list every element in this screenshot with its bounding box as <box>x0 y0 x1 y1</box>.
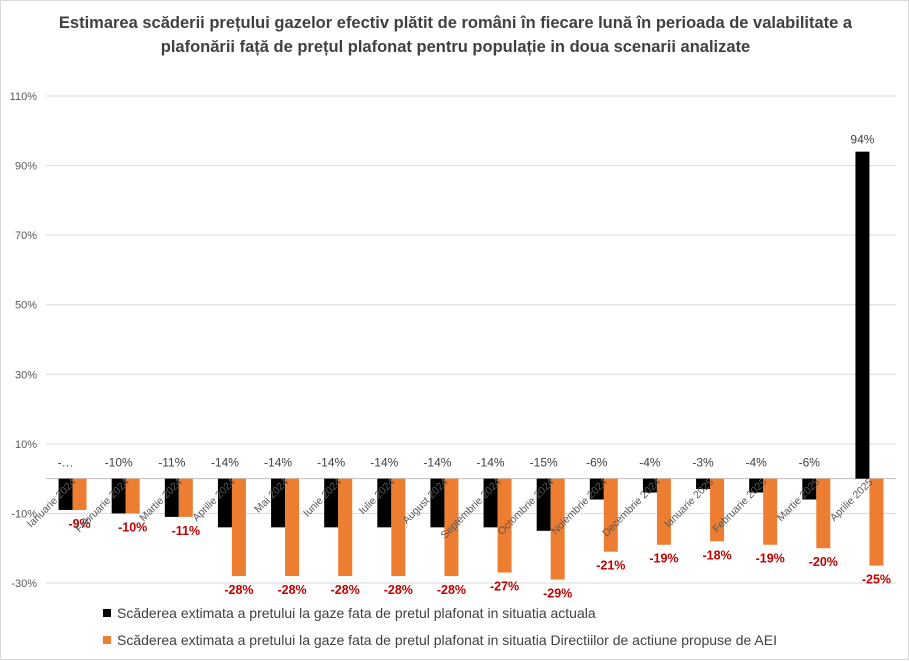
data-label-aei: -28% <box>437 583 466 597</box>
data-label-actual: -10% <box>105 456 133 470</box>
data-label-actual: -6% <box>586 456 608 470</box>
y-tick-label: 30% <box>15 369 37 381</box>
bar-series-aei <box>550 478 565 580</box>
bar-series-actual <box>111 478 126 514</box>
data-label-aei: -19% <box>756 552 785 566</box>
bar-series-actual <box>217 478 232 528</box>
legend: Scăderea extimata a pretului la gaze fat… <box>103 599 777 653</box>
data-label-actual: -6% <box>799 456 821 470</box>
data-label-actual: -15% <box>530 456 558 470</box>
legend-label-aei: Scăderea extimata a pretului la gaze fat… <box>117 631 777 648</box>
data-label-actual: -14% <box>211 456 239 470</box>
data-label-actual: -11% <box>158 456 185 470</box>
legend-label-actual: Scăderea extimata a pretului la gaze fat… <box>117 604 596 621</box>
data-label-aei: -20% <box>809 555 838 569</box>
data-label-aei: -9% <box>68 517 90 531</box>
y-tick-label: 10% <box>15 439 37 451</box>
bar-series-actual <box>642 478 657 493</box>
bar-series-actual <box>589 478 604 500</box>
y-tick-label: -30% <box>11 578 37 590</box>
bar-series-actual <box>430 478 445 528</box>
bar-series-aei <box>869 478 884 566</box>
data-label-aei: -28% <box>224 583 253 597</box>
bar-series-actual <box>377 478 392 528</box>
bar-series-aei <box>603 478 618 552</box>
bar-series-aei <box>231 478 246 577</box>
bar-series-aei <box>444 478 459 577</box>
bar-series-actual <box>271 478 286 528</box>
data-label-aei: -25% <box>862 573 891 587</box>
chart-title: Estimarea scăderii prețului gazelor efec… <box>58 14 853 56</box>
y-tick-label: 50% <box>15 300 37 312</box>
legend-item-aei: Scăderea extimata a pretului la gaze fat… <box>103 626 777 653</box>
legend-swatch-actual <box>103 608 111 617</box>
bar-series-actual <box>749 478 764 493</box>
bar-series-aei <box>72 478 87 510</box>
data-label-aei: -27% <box>490 580 519 594</box>
data-label-aei: -18% <box>702 548 731 562</box>
data-label-actual: -3% <box>692 456 714 470</box>
y-tick-label: 90% <box>15 161 37 173</box>
data-label-actual: -14% <box>317 456 345 470</box>
bar-series-aei <box>710 478 725 542</box>
legend-swatch-aei <box>103 635 111 644</box>
bar-series-aei <box>763 478 778 545</box>
bar-series-aei <box>656 478 671 545</box>
data-label-aei: -21% <box>596 559 625 573</box>
x-category-label: Martie 2025 <box>775 476 823 524</box>
data-label-aei: -28% <box>331 583 360 597</box>
y-tick-label: 110% <box>10 91 38 103</box>
data-label-aei: -11% <box>172 524 201 538</box>
data-label-actual: -14% <box>423 456 451 470</box>
bar-series-actual <box>483 478 498 528</box>
bar-series-actual <box>696 478 711 490</box>
x-category-label: Aprilie 2025 <box>828 476 876 524</box>
bar-series-actual <box>802 478 817 500</box>
data-label-aei: -28% <box>384 583 413 597</box>
data-label-actual: -4% <box>639 456 661 470</box>
bar-series-aei <box>816 478 831 549</box>
bar-series-actual <box>536 478 551 531</box>
bar-series-aei <box>125 478 140 514</box>
bar-series-actual <box>58 478 73 510</box>
data-label-actual: -4% <box>746 456 768 470</box>
data-label-actual: -14% <box>370 456 398 470</box>
data-label-aei: -28% <box>277 583 306 597</box>
data-label-actual: -… <box>58 456 74 470</box>
y-tick-label: 70% <box>15 230 37 242</box>
data-label-aei: -29% <box>543 587 572 601</box>
legend-item-actual: Scăderea extimata a pretului la gaze fat… <box>103 599 777 626</box>
data-label-actual: 94% <box>850 133 874 147</box>
bar-series-actual <box>164 478 179 517</box>
bar-series-actual <box>855 151 870 479</box>
bar-series-aei <box>338 478 353 577</box>
data-label-actual: -14% <box>477 456 505 470</box>
data-label-aei: -10% <box>118 520 147 534</box>
bar-series-actual <box>324 478 339 528</box>
y-tick-label: -10% <box>11 508 37 520</box>
bar-series-aei <box>285 478 300 577</box>
data-label-actual: -14% <box>264 456 292 470</box>
data-label-aei: -19% <box>649 552 678 566</box>
bar-series-aei <box>391 478 406 577</box>
bar-series-aei <box>497 478 512 573</box>
bar-series-aei <box>178 478 193 517</box>
